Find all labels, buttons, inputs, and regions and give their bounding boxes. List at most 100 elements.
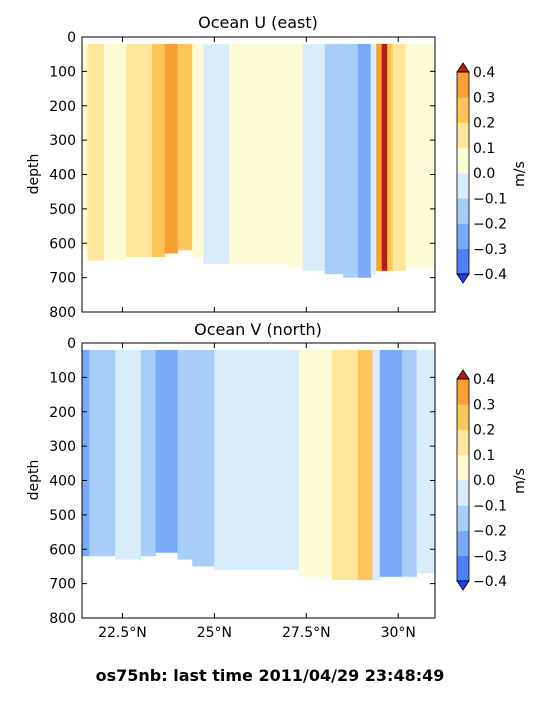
y-tick-label: 200 <box>49 405 76 421</box>
y-tick-label: 800 <box>49 305 76 321</box>
colorbar-extend-max <box>456 62 470 73</box>
colorbar-tick-label: −0.1 <box>473 498 507 514</box>
velocity-band-1 <box>87 43 105 261</box>
y-tick-label: 500 <box>49 202 76 218</box>
colorbar-bin <box>457 505 469 531</box>
colorbar-bin <box>457 404 469 430</box>
velocity-band-12 <box>372 349 381 581</box>
colorbar-bin <box>457 72 469 98</box>
colorbar-tick-label: 0.2 <box>473 116 495 132</box>
colorbar-tick-label: 0.3 <box>473 90 495 106</box>
colorbar-bin <box>457 223 469 250</box>
colorbar-bin <box>457 97 469 123</box>
y-tick-label: 600 <box>49 542 76 558</box>
y-tick-label: 300 <box>49 439 76 455</box>
x-tick-label: 30°N <box>381 625 416 641</box>
plot-area <box>82 349 436 581</box>
velocity-band-14 <box>401 349 417 577</box>
velocity-band-8 <box>203 43 230 264</box>
y-tick-label: 0 <box>67 336 76 352</box>
velocity-band-12 <box>302 43 326 271</box>
velocity-band-8 <box>251 349 300 570</box>
velocity-band-4 <box>155 349 178 553</box>
velocity-band-9 <box>298 349 333 577</box>
velocity-band-2 <box>104 43 127 261</box>
velocity-band-14 <box>343 43 359 278</box>
colorbar-extend-max <box>456 369 470 380</box>
x-axis: 22.5°N 25°N 27.5°N 30°N <box>98 343 416 641</box>
colorbar-tick-label: −0.4 <box>473 574 507 590</box>
y-tick-label: 800 <box>49 611 76 627</box>
colorbar-label: m/s <box>512 468 528 494</box>
colorbar-tick-label: 0.0 <box>473 166 495 182</box>
colorbar-tick-label: 0.2 <box>473 423 495 439</box>
velocity-band-7 <box>192 43 204 258</box>
y-tick-label: 0 <box>67 30 76 46</box>
colorbar-tick-label: −0.1 <box>473 191 507 207</box>
figure-suptitle: os75nb: last time 2011/04/29 23:48:49 <box>95 666 445 685</box>
y-tick-label: 500 <box>49 508 76 524</box>
panel-ocean-u: Ocean U (east) 0 100 200 300 400 500 600 700 800… <box>26 13 436 321</box>
colorbar-bin <box>457 555 469 582</box>
panel-title: Ocean U (east) <box>198 13 318 32</box>
velocity-band-11 <box>287 43 303 268</box>
y-tick-label: 100 <box>49 64 76 80</box>
colorbar-tick-label: 0.0 <box>473 473 495 489</box>
velocity-band-15 <box>357 43 372 278</box>
velocity-band-6 <box>177 43 193 251</box>
panel-title: Ocean V (north) <box>194 320 322 339</box>
velocity-band-3 <box>140 349 156 557</box>
velocity-band-17 <box>376 43 383 271</box>
velocity-band-3 <box>126 43 153 258</box>
y-tick-label: 300 <box>49 133 76 149</box>
y-axis-label: depth <box>26 460 42 501</box>
colorbar-bin <box>457 530 469 557</box>
colorbar-bin <box>457 147 469 174</box>
colorbar-bin <box>457 379 469 405</box>
colorbar-tick-label: 0.4 <box>473 65 495 81</box>
velocity-band-0 <box>82 349 90 557</box>
velocity-band-5 <box>177 349 193 560</box>
colorbar-bin <box>457 480 469 506</box>
colorbar-extend-min <box>456 273 470 284</box>
y-axis-label: depth <box>26 154 42 195</box>
colorbar-bin <box>457 122 469 149</box>
velocity-band-19 <box>387 43 394 271</box>
y-tick-label: 400 <box>49 474 76 490</box>
colorbar-tick-label: −0.2 <box>473 524 507 540</box>
velocity-band-7 <box>214 349 252 570</box>
plot-area <box>82 43 436 278</box>
panel-ocean-v: Ocean V (north) 22.5°N 25°N 27.5°N 30°N 0 10… <box>26 320 436 641</box>
colorbar-bin <box>457 248 469 275</box>
colorbar-tick-label: 0.4 <box>473 372 495 388</box>
x-tick-label: 22.5°N <box>98 625 147 641</box>
x-tick-label: 27.5°N <box>282 625 331 641</box>
colorbar-bin <box>457 454 469 481</box>
x-axis <box>121 37 399 312</box>
y-axis: 0 100 200 300 400 500 600 700 800 <box>49 336 435 627</box>
colorbar-extend-min <box>456 580 470 591</box>
y-tick-label: 700 <box>49 577 76 593</box>
velocity-band-5 <box>164 43 178 254</box>
colorbar-tick-label: −0.2 <box>473 217 507 233</box>
velocity-band-10 <box>332 349 359 581</box>
velocity-band-21 <box>405 43 436 268</box>
y-tick-label: 700 <box>49 271 76 287</box>
colorbar-bin <box>457 173 469 199</box>
colorbar-tick-label: 0.3 <box>473 397 495 413</box>
velocity-band-6 <box>192 349 215 567</box>
velocity-band-16 <box>370 43 377 275</box>
velocity-band-10 <box>254 43 289 264</box>
colorbar-bin <box>457 429 469 456</box>
velocity-band-9 <box>229 43 256 264</box>
velocity-band-20 <box>392 43 406 271</box>
y-tick-label: 400 <box>49 168 76 184</box>
velocity-band-1 <box>89 349 116 557</box>
colorbar-frame <box>456 378 470 582</box>
colorbar-bin <box>457 198 469 224</box>
colorbar-v: −0.4 −0.3 −0.2 −0.1 0.0 0.1 0.2 0.3 0.4 <box>456 369 507 591</box>
velocity-band-11 <box>357 349 373 581</box>
velocity-band-4 <box>151 43 166 258</box>
colorbar-tick-label: −0.3 <box>473 549 507 565</box>
y-tick-label: 600 <box>49 236 76 252</box>
